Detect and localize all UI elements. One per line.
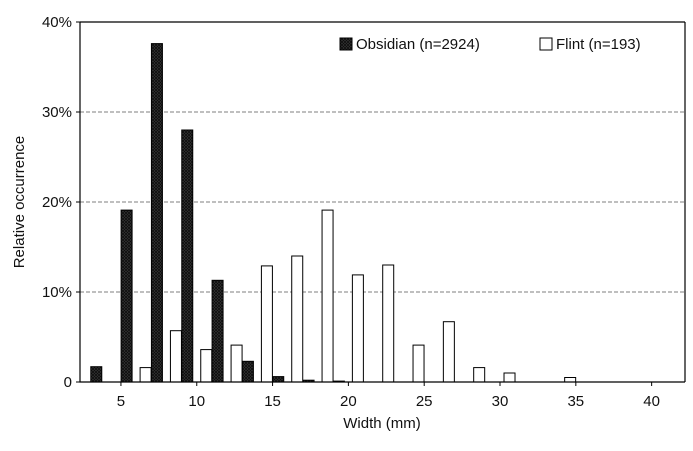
y-tick-label: 0 <box>64 374 72 391</box>
bar-obsidian <box>272 376 285 383</box>
bar-obsidian <box>150 43 163 383</box>
x-tick-label: 30 <box>492 393 509 410</box>
bars <box>90 43 577 383</box>
bar-flint <box>564 377 577 383</box>
x-tick-label: 25 <box>416 393 433 410</box>
legend: Obsidian (n=2924) Flint (n=193) <box>339 36 641 53</box>
bar-obsidian <box>181 129 194 383</box>
bar-flint <box>321 209 334 383</box>
y-tick-label: 40% <box>42 14 72 31</box>
bar-flint <box>382 264 395 383</box>
bar-flint <box>473 367 486 383</box>
x-tick-label: 15 <box>264 393 281 410</box>
bar-obsidian <box>120 209 133 383</box>
x-axis-title: Width (mm) <box>343 415 421 432</box>
bar-flint <box>200 349 213 383</box>
y-tick-label: 20% <box>42 194 72 211</box>
y-axis-title: Relative occurrence <box>11 136 28 269</box>
legend-label-obsidian: Obsidian (n=2924) <box>356 36 480 53</box>
bar-flint <box>412 344 425 383</box>
bar-flint <box>230 344 243 383</box>
x-tick-label: 5 <box>117 393 125 410</box>
tick-labels: 0 10% 20% 30% 40% 5 10 15 20 25 30 35 40 <box>42 14 660 410</box>
bar-flint <box>139 367 152 383</box>
legend-swatch-obsidian <box>339 37 353 51</box>
bar-flint <box>260 265 273 383</box>
bar-obsidian <box>211 279 224 383</box>
y-tick-label: 30% <box>42 104 72 121</box>
bar-flint <box>442 321 455 383</box>
bar-flint <box>291 255 304 383</box>
x-tick-label: 20 <box>340 393 357 410</box>
bar-flint <box>351 274 364 383</box>
bar-obsidian <box>241 360 254 383</box>
x-tick-label: 40 <box>643 393 660 410</box>
legend-label-flint: Flint (n=193) <box>556 36 641 53</box>
x-tick-label: 10 <box>188 393 205 410</box>
x-tick-label: 35 <box>567 393 584 410</box>
y-tick-label: 10% <box>42 284 72 301</box>
bar-flint <box>503 372 516 383</box>
bar-flint <box>169 330 182 383</box>
bar-obsidian <box>90 366 103 383</box>
legend-swatch-flint <box>539 37 553 51</box>
